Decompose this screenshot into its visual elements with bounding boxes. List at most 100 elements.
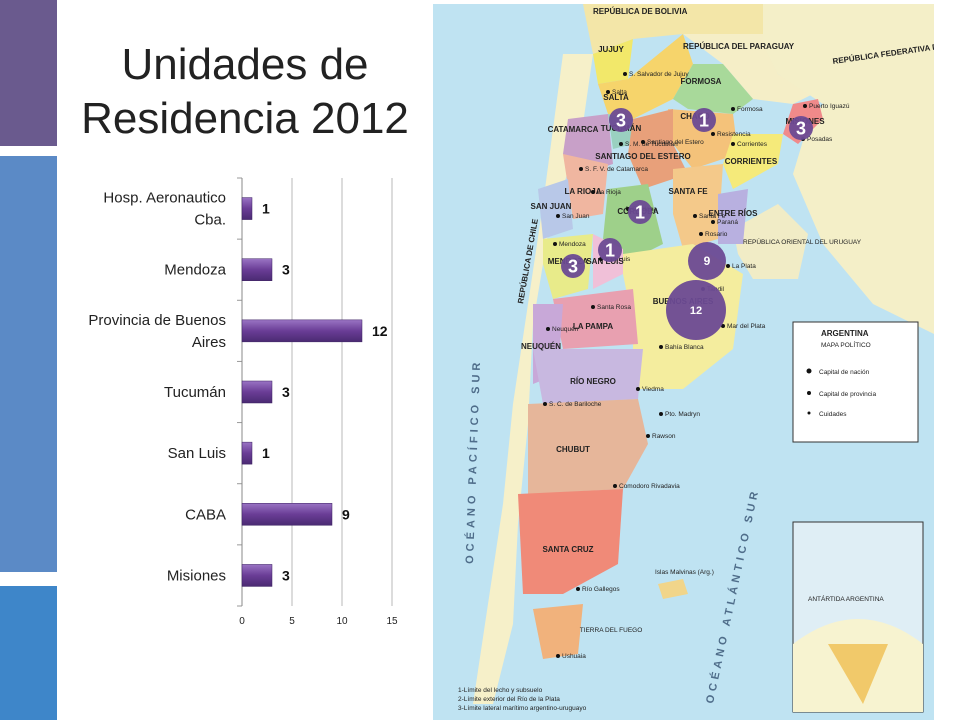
islas-malvinas-shape	[658, 579, 688, 599]
category-label: San Luis	[168, 445, 226, 462]
city-label: San Luis	[605, 256, 631, 263]
bubble-value: 1	[605, 240, 615, 260]
bubble-chaco	[692, 108, 716, 132]
city-dot	[726, 264, 730, 268]
legend-dot-nation	[806, 368, 812, 374]
city-dot	[591, 305, 595, 309]
city-dot	[641, 140, 645, 144]
city-dot	[556, 654, 560, 658]
bubble-provincia-de-buenos-aires	[666, 280, 726, 340]
category-label: Provincia de Buenos	[88, 312, 226, 329]
city-dot	[711, 132, 715, 136]
legend-item-city: Cuidades	[819, 411, 847, 418]
x-tick-label: 15	[386, 616, 398, 627]
accent-strip-middle	[0, 156, 57, 572]
city-dot	[546, 327, 550, 331]
province-label: SAN JUAN	[531, 202, 572, 211]
bubble-tucum-n	[609, 108, 633, 132]
bar-value-label: 12	[372, 323, 388, 339]
bar-value-label: 9	[342, 506, 350, 522]
province-label: LA RIOJA	[564, 187, 601, 196]
map-label-uruguay: REPÚBLICA ORIENTAL DEL URUGUAY	[743, 237, 862, 246]
category-label: Misiones	[167, 567, 226, 584]
city-label: Santa Fe	[699, 213, 726, 220]
x-tick-label: 10	[336, 616, 348, 627]
city-label: Formosa	[737, 106, 763, 113]
city-label: La Rioja	[597, 189, 621, 196]
province-label: CHUBUT	[556, 445, 590, 454]
city-label: Neuquén	[552, 326, 579, 333]
province-label: CATAMARCA	[548, 125, 599, 134]
city-dot	[553, 242, 557, 246]
slide-title: Unidades de Residencia 2012	[81, 40, 409, 143]
city-dot	[591, 190, 595, 194]
bar-value-label: 3	[282, 384, 290, 400]
accent-strip-top	[0, 0, 57, 146]
city-dot	[623, 72, 627, 76]
province-label: RÍO NEGRO	[570, 377, 616, 386]
city-label: Rosario	[705, 231, 728, 238]
province-label: SANTA FE	[668, 187, 708, 196]
map-legend	[792, 321, 919, 443]
city-label: Rawson	[652, 433, 676, 440]
city-dot	[721, 324, 725, 328]
province-label: CORRIENTES	[725, 157, 778, 166]
city-dot	[803, 104, 807, 108]
category-label: Tucumán	[164, 384, 226, 401]
province-label: NEUQUÉN	[521, 342, 561, 351]
province-jujuy	[593, 39, 633, 84]
map-footnote-3: 3-Límite lateral marítimo argentino-urug…	[458, 705, 587, 712]
map-label-bolivia: REPÚBLICA DE BOLIVIA	[593, 7, 688, 16]
bubble-mendoza	[561, 254, 585, 278]
legend-item-nation: Capital de nación	[819, 369, 870, 376]
province-label: SAN LUIS	[586, 257, 624, 266]
legend-title: ARGENTINA	[821, 329, 869, 338]
bubble-value: 1	[635, 202, 645, 222]
city-dot	[606, 90, 610, 94]
category-label: Hosp. Aeronautico	[103, 190, 226, 207]
city-label: S. M. de Tucumán	[625, 141, 678, 148]
province-larioja	[563, 154, 608, 219]
city-dot	[556, 214, 560, 218]
category-label: Aires	[192, 334, 226, 351]
bubble-caba	[688, 242, 726, 280]
province-rionegro	[533, 349, 643, 404]
bubble-value: 3	[616, 110, 626, 130]
city-label: Puerto Iguazú	[809, 103, 850, 110]
bubble-misiones	[789, 116, 813, 140]
argentina-map: REPÚBLICA DE BOLIVIA REPÚBLICA DEL PARAG…	[433, 4, 934, 720]
city-dot	[693, 214, 697, 218]
map-label-malvinas: Islas Malvinas (Arg.)	[655, 569, 714, 576]
legend-dot-province	[807, 391, 811, 395]
city-label: Salta	[612, 89, 627, 96]
bubble-c-rdoba	[628, 200, 652, 224]
bubble-value: 12	[690, 305, 702, 317]
province-label: FORMOSA	[681, 77, 722, 86]
city-label: Viedma	[642, 386, 664, 393]
province-tierradelfuego	[533, 604, 583, 659]
bar-provincia-de-buenos-aires	[241, 319, 363, 343]
paraguay-region	[683, 34, 813, 104]
chart-bars	[241, 197, 363, 587]
bubble-value: 3	[796, 118, 806, 138]
city-dot	[659, 345, 663, 349]
city-label: Río Gallegos	[582, 586, 620, 593]
map-label-paraguay: REPÚBLICA DEL PARAGUAY	[683, 42, 795, 51]
city-label: Paraná	[717, 219, 738, 226]
province-chubut	[528, 399, 648, 494]
province-label: ENTRE RÍOS	[709, 209, 759, 218]
map-footnote-1: 1-Límite del lecho y subsuelo	[458, 687, 543, 694]
accent-strip-bottom	[0, 586, 57, 720]
antarctica-sector	[828, 644, 888, 704]
bar-tucum-n	[241, 380, 273, 404]
city-label: Ushuaia	[562, 653, 586, 660]
city-dot	[699, 232, 703, 236]
bubble-san-luis	[598, 238, 622, 262]
city-label: S. C. de Bariloche	[549, 401, 602, 408]
bubble-value: 3	[568, 256, 578, 276]
province-formosa	[673, 64, 753, 114]
city-dot	[579, 167, 583, 171]
city-dot	[731, 142, 735, 146]
province-salta	[598, 34, 693, 119]
antarctica-label: ANTÁRTIDA ARGENTINA	[808, 594, 884, 603]
